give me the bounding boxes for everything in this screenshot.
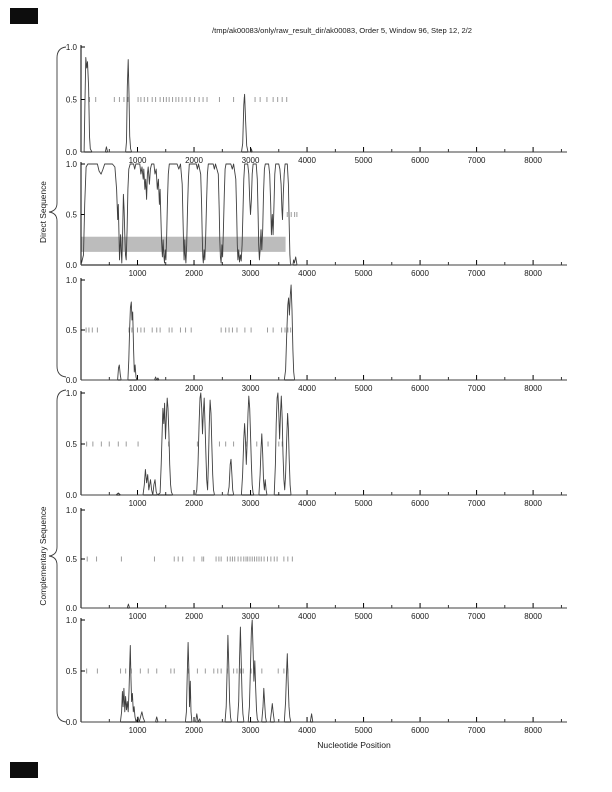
x-tick-label: 7000: [468, 269, 486, 278]
coding-potential-curve: [80, 163, 567, 266]
x-tick-label: 6000: [411, 499, 429, 508]
direct-sequence-brace: [48, 46, 67, 378]
x-tick-label: 5000: [355, 726, 373, 735]
panel-direct-frame-3: 1000 2000 3000 4000 5000 6000 7000 8000 0.0 0.5 1.…: [66, 276, 567, 393]
x-tick-label: 1000: [129, 726, 147, 735]
x-tick-label: 8000: [524, 156, 542, 165]
y-tick-label: 0.5: [66, 96, 78, 105]
plot-title: /tmp/ak00083/only/raw_result_dir/ak00083…: [211, 26, 473, 35]
y-tick-label: 0.5: [66, 440, 78, 449]
x-tick-label: 1000: [129, 156, 147, 165]
x-tick-label: 2000: [185, 384, 203, 393]
x-tick-label: 2000: [185, 156, 203, 165]
x-tick-label: 1000: [129, 612, 147, 621]
coding-potential-curve: [81, 57, 567, 153]
coding-potential-curve: [81, 603, 567, 609]
x-tick-label: 4000: [298, 499, 316, 508]
x-tick-label: 5000: [355, 612, 373, 621]
y-tick-label: 0.5: [66, 667, 78, 676]
x-tick-label: 3000: [242, 384, 260, 393]
y-tick-label: 0.0: [66, 376, 78, 385]
x-tick-label: 7000: [468, 156, 486, 165]
y-tick-label: 0.0: [66, 491, 78, 500]
x-tick-label: 4000: [298, 156, 316, 165]
x-tick-label: 7000: [468, 499, 486, 508]
x-tick-label: 7000: [468, 384, 486, 393]
x-tick-label: 2000: [185, 499, 203, 508]
y-tick-label: 0.0: [66, 604, 78, 613]
page-corner-mark-bottom: [10, 762, 38, 778]
page-corner-mark-top: [10, 8, 38, 24]
x-tick-label: 5000: [355, 384, 373, 393]
x-tick-label: 5000: [355, 499, 373, 508]
panel-complementary-frame-1: 1000 2000 3000 4000 5000 6000 7000 8000 0.0 0.5 1.…: [66, 389, 567, 508]
panel-direct-frame-2: 1000 2000 3000 4000 5000 6000 7000 8000 0.0 0.5 1.…: [66, 160, 567, 278]
coding-potential-curve: [81, 619, 567, 723]
y-tick-label: 0.0: [66, 148, 78, 157]
x-tick-label: 4000: [298, 612, 316, 621]
x-tick-label: 3000: [242, 612, 260, 621]
x-tick-label: 8000: [524, 499, 542, 508]
x-tick-label: 8000: [524, 269, 542, 278]
x-tick-label: 7000: [468, 726, 486, 735]
x-tick-label: 3000: [242, 726, 260, 735]
x-tick-label: 8000: [524, 726, 542, 735]
x-tick-label: 6000: [411, 269, 429, 278]
x-tick-label: 6000: [411, 612, 429, 621]
x-tick-label: 5000: [355, 156, 373, 165]
complementary-sequence-brace: [48, 389, 67, 723]
x-tick-label: 4000: [298, 726, 316, 735]
coding-potential-curve: [81, 392, 567, 496]
panel-direct-frame-1: 1000 2000 3000 4000 5000 6000 7000 8000 0.0 0.5 1.…: [66, 43, 567, 165]
panel-complementary-frame-3: 1000 2000 3000 4000 5000 6000 7000 8000 0.0 0.5 1.…: [66, 616, 567, 735]
x-tick-label: 2000: [185, 269, 203, 278]
y-tick-label: 0.0: [66, 718, 78, 727]
x-tick-label: 1000: [129, 269, 147, 278]
coding-potential-curve: [81, 284, 567, 381]
x-tick-label: 2000: [185, 612, 203, 621]
x-tick-label: 7000: [468, 612, 486, 621]
y-tick-label: 1.0: [66, 160, 78, 169]
y-tick-label: 0.5: [66, 555, 78, 564]
x-tick-label: 8000: [524, 612, 542, 621]
x-tick-label: 3000: [242, 499, 260, 508]
y-tick-label: 1.0: [66, 43, 78, 52]
y-tick-label: 0.5: [66, 326, 78, 335]
y-tick-label: 1.0: [66, 389, 78, 398]
x-tick-label: 8000: [524, 384, 542, 393]
x-tick-label: 3000: [242, 156, 260, 165]
y-tick-label: 0.0: [66, 261, 78, 270]
x-axis-title: Nucleotide Position: [317, 740, 391, 750]
x-tick-label: 6000: [411, 726, 429, 735]
x-tick-label: 1000: [129, 499, 147, 508]
y-tick-label: 0.5: [66, 211, 78, 220]
x-tick-label: 4000: [298, 269, 316, 278]
x-tick-label: 3000: [242, 269, 260, 278]
x-tick-label: 4000: [298, 384, 316, 393]
x-tick-label: 6000: [411, 156, 429, 165]
x-tick-label: 6000: [411, 384, 429, 393]
y-tick-label: 1.0: [66, 506, 78, 515]
x-tick-label: 1000: [129, 384, 147, 393]
y-tick-label: 1.0: [66, 616, 78, 625]
x-tick-label: 5000: [355, 269, 373, 278]
panel-complementary-frame-2: 1000 2000 3000 4000 5000 6000 7000 8000 0.0 0.5 1.…: [66, 506, 567, 621]
x-tick-label: 2000: [185, 726, 203, 735]
y-tick-label: 1.0: [66, 276, 78, 285]
